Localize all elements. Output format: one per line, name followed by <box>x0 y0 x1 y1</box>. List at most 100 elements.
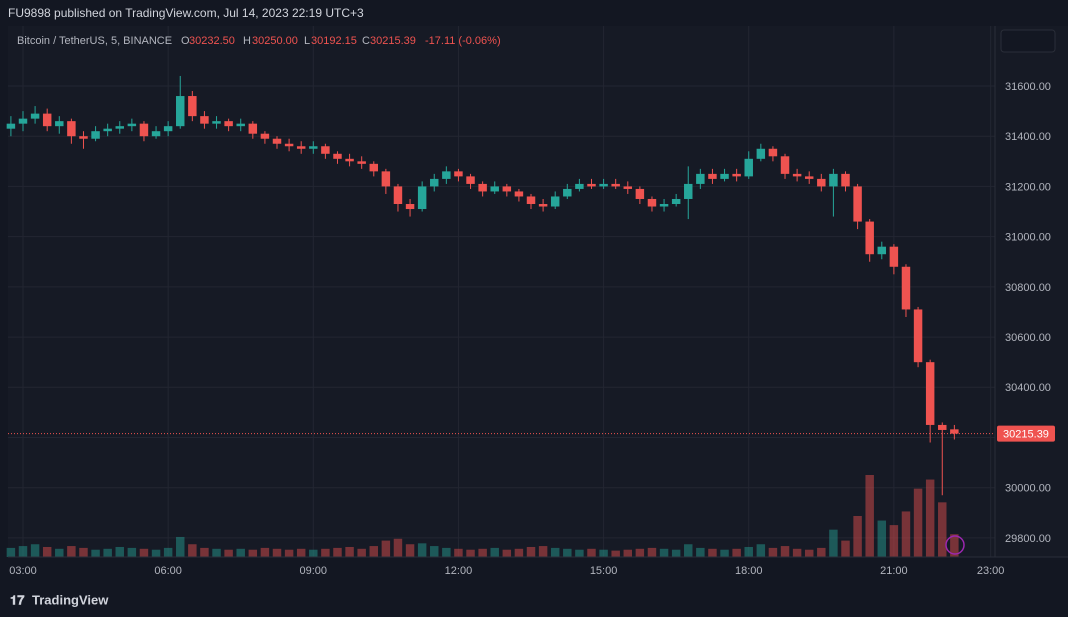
volume-bar <box>417 543 427 557</box>
legend-label: L <box>304 35 310 47</box>
volume-bar <box>79 547 88 557</box>
candle-body <box>321 146 330 154</box>
candle-body <box>671 198 681 205</box>
candle-body <box>950 429 959 434</box>
candle-body <box>780 156 790 174</box>
legend-value: 30232.50 <box>189 35 235 47</box>
legend-value: 30192.15 <box>311 35 357 47</box>
candle-body <box>115 126 124 129</box>
x-tick-label: 03:00 <box>9 565 37 577</box>
candle-body <box>103 128 112 132</box>
last-price-label: 30215.39 <box>1003 429 1049 441</box>
volume-bar <box>538 546 548 557</box>
volume-bar <box>6 547 16 557</box>
volume-bar <box>659 548 669 557</box>
candle-body <box>296 146 306 149</box>
candle-body <box>284 143 294 147</box>
candle-body <box>127 123 137 127</box>
candle-body <box>478 183 487 192</box>
volume-bar <box>345 546 354 557</box>
volume-bar <box>889 525 899 557</box>
candle-body <box>647 198 657 207</box>
volume-bar <box>865 475 874 557</box>
candle-body <box>176 96 185 127</box>
candle-body <box>405 204 415 210</box>
volume-bar <box>151 549 161 557</box>
candle-body <box>248 123 258 134</box>
volume-bar <box>768 547 778 557</box>
legend-change: -17.11 (-0.06%) <box>425 35 501 47</box>
candle-body <box>212 121 221 124</box>
candle-body <box>526 196 536 205</box>
volume-bar <box>224 549 233 557</box>
published-note: FU9898 published on TradingView.com, Jul… <box>8 6 364 20</box>
volume-bar <box>647 547 657 557</box>
legend-label: O <box>181 35 190 47</box>
last-price-box <box>997 425 1055 442</box>
candle-body <box>309 146 318 149</box>
candle-body <box>466 176 475 184</box>
candle-body <box>865 221 874 255</box>
volume-bar <box>671 549 681 557</box>
candle-body <box>804 176 814 179</box>
candle-body <box>369 163 379 172</box>
candle-body <box>635 188 645 199</box>
volume-bar <box>42 546 52 557</box>
y-tick-label: 30000.00 <box>1005 483 1051 495</box>
volume-bar <box>877 520 887 557</box>
legend-label: C <box>362 35 370 47</box>
candle-body <box>575 183 584 189</box>
candle-body <box>393 186 403 205</box>
candle-body <box>599 183 608 187</box>
volume-bar <box>405 544 415 557</box>
candle-body <box>67 121 76 137</box>
event-icon[interactable] <box>945 535 965 555</box>
x-tick-label: 15:00 <box>590 565 618 577</box>
candle-body <box>768 148 778 157</box>
volume-bar <box>563 548 572 557</box>
volume-bar <box>454 548 463 557</box>
volume-bar <box>284 549 294 557</box>
volume-bar <box>200 547 209 557</box>
candle-body <box>333 153 342 159</box>
settings-box[interactable] <box>1000 29 1056 53</box>
candle-body <box>684 183 693 199</box>
candle-body <box>139 123 149 137</box>
volume-bar <box>756 544 766 557</box>
volume-bar <box>696 547 705 557</box>
candle-body <box>659 204 669 207</box>
volume-bar <box>248 549 258 557</box>
candle-body <box>260 133 270 139</box>
volume-bar <box>442 547 451 557</box>
candle-body <box>357 161 366 164</box>
volume-bar <box>708 548 717 557</box>
volume-bar <box>901 511 911 557</box>
candle-body <box>151 131 161 137</box>
volume-bar <box>236 548 245 557</box>
volume-bar <box>212 548 221 557</box>
candle-body <box>79 136 88 139</box>
volume-bar <box>623 549 633 557</box>
candle-body <box>236 123 245 127</box>
brand: TradingView <box>32 592 109 607</box>
candle-body <box>345 158 354 162</box>
candle-body <box>925 362 935 425</box>
brand-logo: 𝟏𝟕 <box>10 592 25 607</box>
candle-body <box>587 183 596 187</box>
candle-body <box>42 113 52 127</box>
price-axis <box>995 26 1068 557</box>
grid <box>8 26 995 557</box>
candle-body <box>381 171 391 187</box>
x-tick-label: 18:00 <box>735 565 763 577</box>
x-tick-label: 12:00 <box>445 565 473 577</box>
volume-bar <box>599 549 608 557</box>
x-tick-label: 06:00 <box>154 565 182 577</box>
volume-bar <box>684 544 693 557</box>
volume-bar <box>430 546 439 557</box>
candle-body <box>454 171 463 177</box>
candle-body <box>272 138 282 144</box>
volume-bar <box>321 548 330 557</box>
volume-bar <box>260 547 270 557</box>
candle-body <box>417 186 427 210</box>
